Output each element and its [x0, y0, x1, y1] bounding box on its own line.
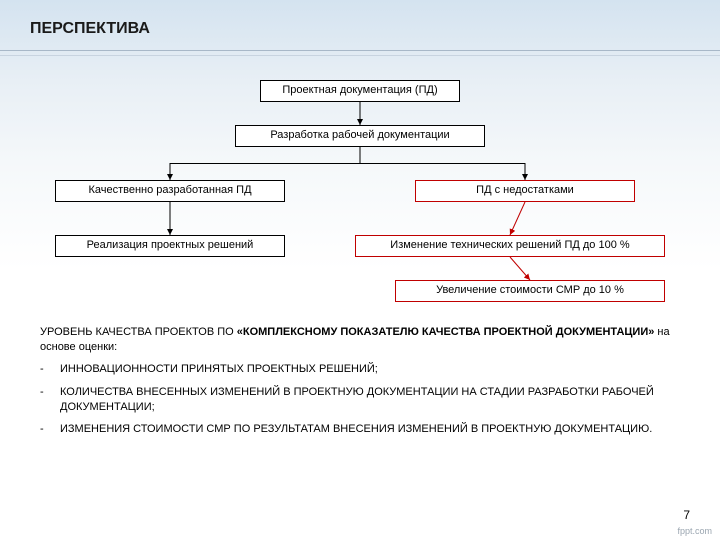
slide-title: ПЕРСПЕКТИВА — [30, 20, 150, 38]
footer-credit: fppt.com — [677, 526, 712, 536]
bullet-1: -КОЛИЧЕСТВА ВНЕСЕННЫХ ИЗМЕНЕНИЙ В ПРОЕКТ… — [40, 385, 680, 415]
edge-5 — [510, 257, 530, 280]
node-n5: Реализация проектных решений — [55, 235, 285, 257]
node-n3: Качественно разработанная ПД — [55, 180, 285, 202]
bullet-0: -ИННОВАЦИОННОСТИ ПРИНЯТЫХ ПРОЕКТНЫХ РЕШЕ… — [40, 362, 680, 377]
node-n2: Разработка рабочей документации — [235, 125, 485, 147]
edge-1 — [170, 147, 360, 180]
node-n7: Увеличение стоимости СМР до 10 % — [395, 280, 665, 302]
edge-2 — [360, 147, 525, 180]
page-number: 7 — [683, 508, 690, 522]
edge-4 — [510, 202, 525, 235]
divider-1 — [0, 50, 720, 51]
node-n4: ПД с недостатками — [415, 180, 635, 202]
bullet-2: -ИЗМЕНЕНИЯ СТОИМОСТИ СМР ПО РЕЗУЛЬТАТАМ … — [40, 422, 680, 437]
node-n6: Изменение технических решений ПД до 100 … — [355, 235, 665, 257]
divider-2 — [0, 55, 720, 56]
node-n1: Проектная документация (ПД) — [260, 80, 460, 102]
quality-paragraph: УРОВЕНЬ КАЧЕСТВА ПРОЕКТОВ ПО «КОМПЛЕКСНО… — [40, 325, 680, 355]
